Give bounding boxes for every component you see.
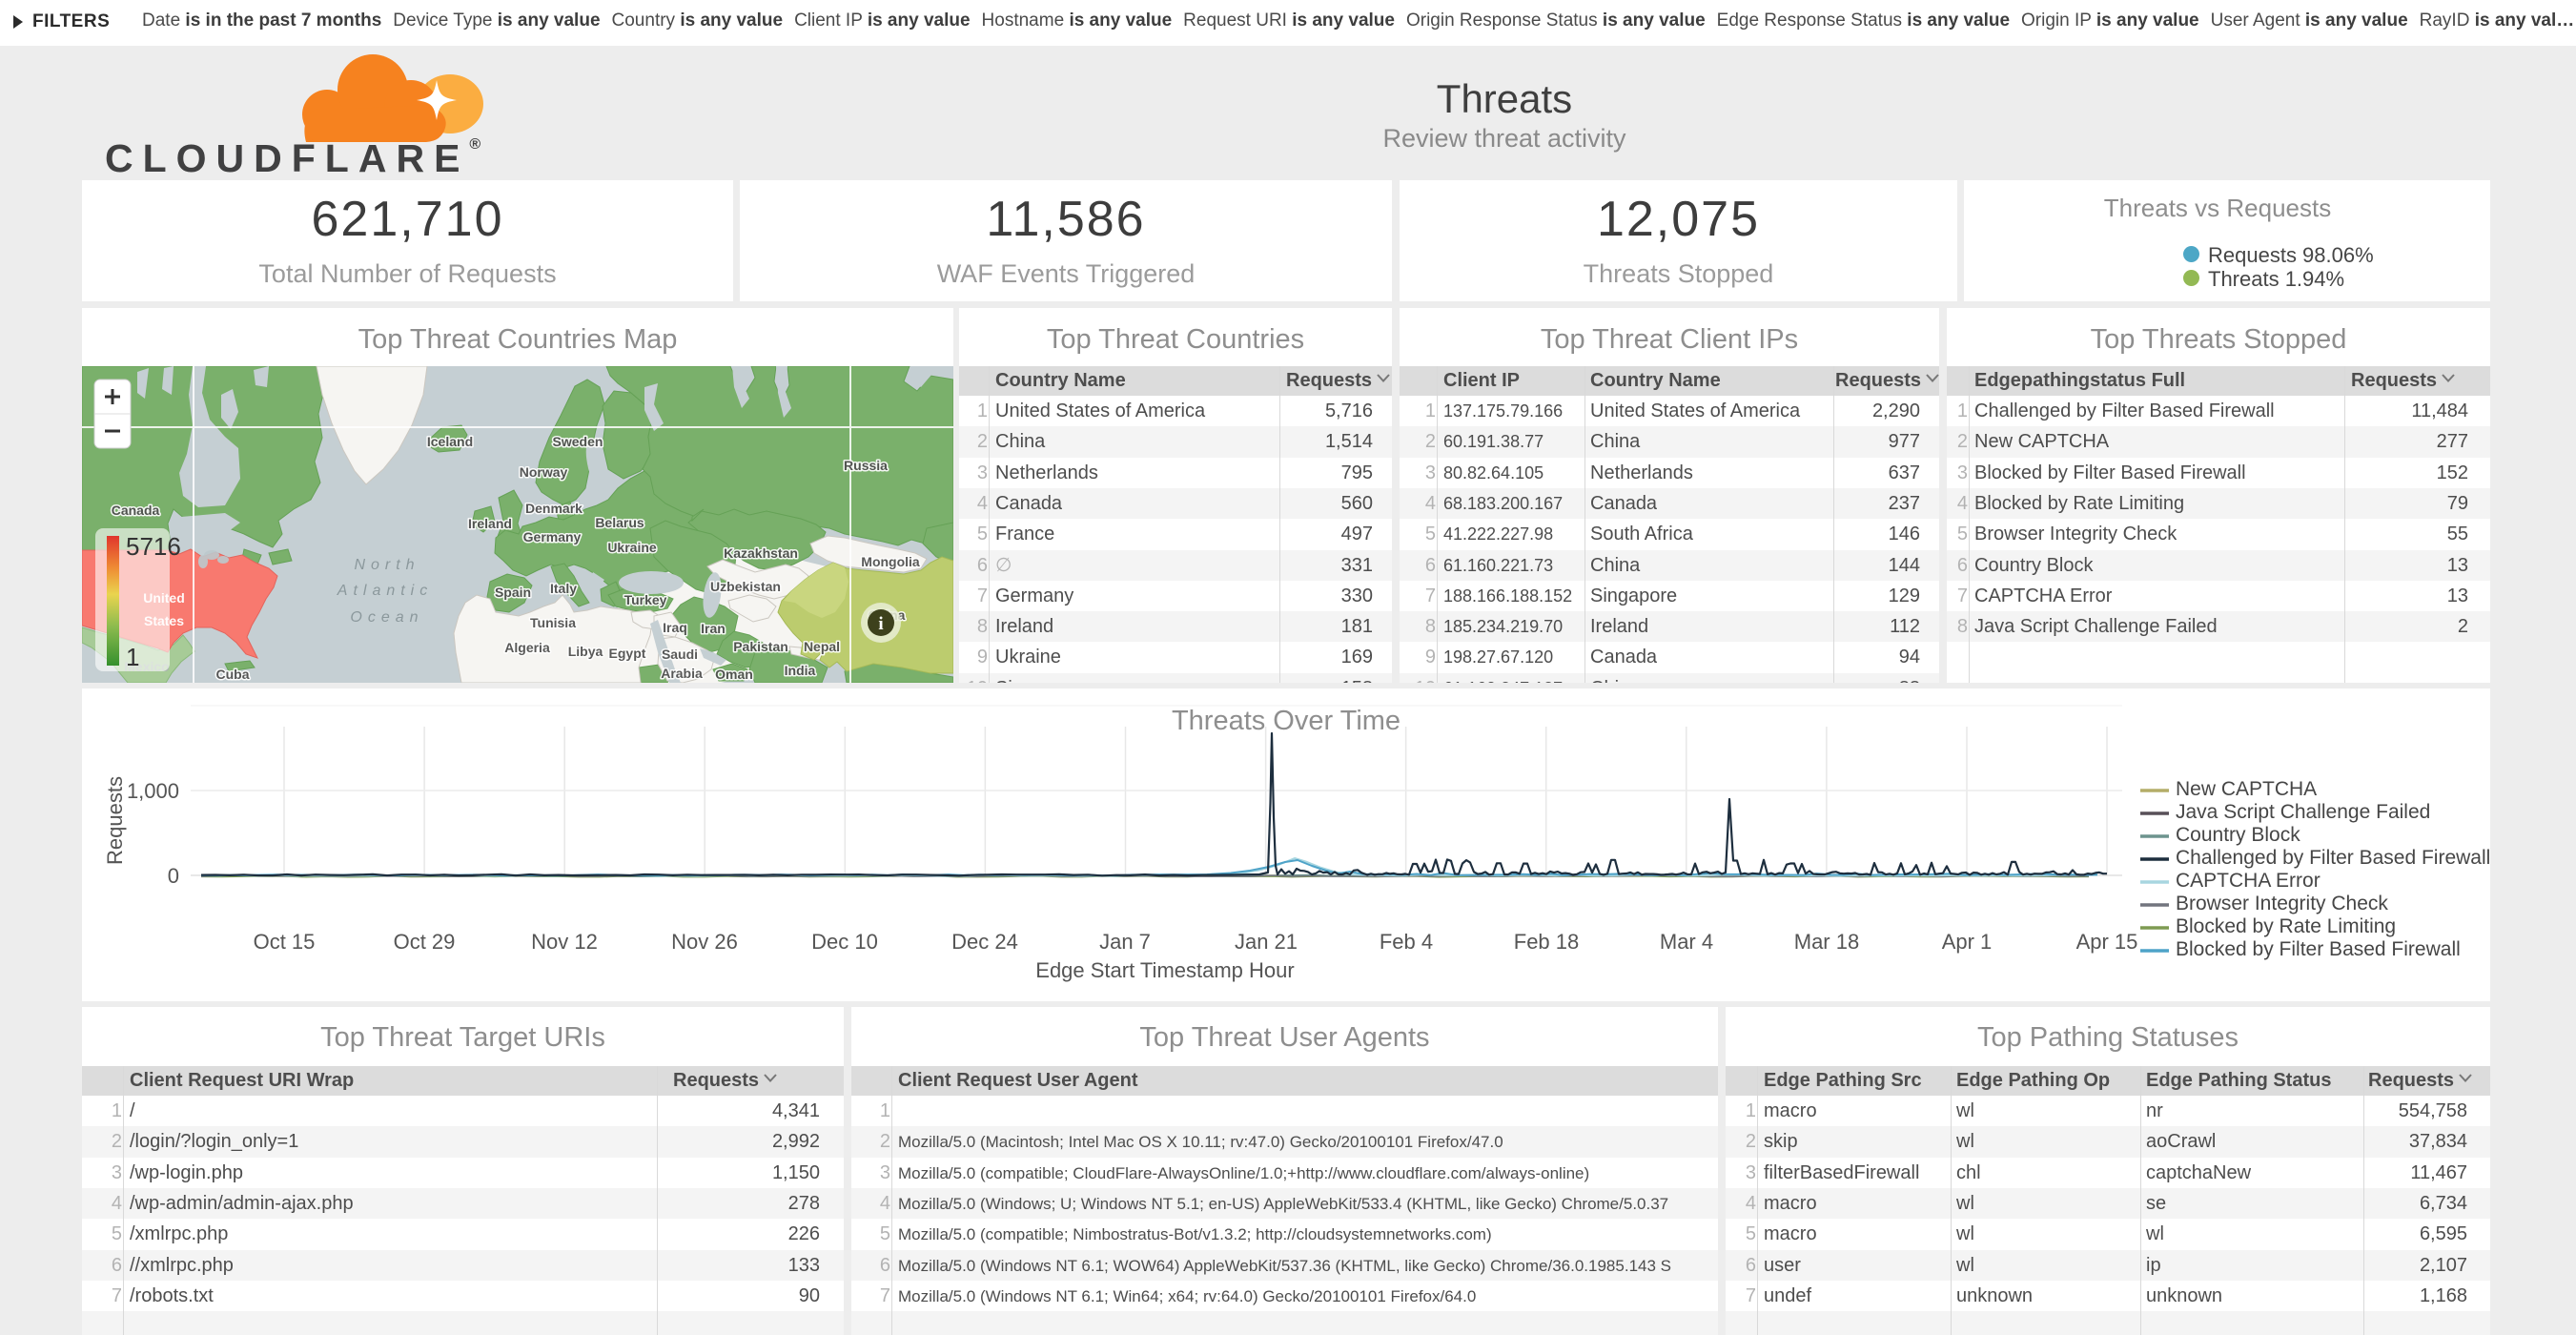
svg-text:Canada: Canada: [112, 503, 160, 518]
svg-text:Iran: Iran: [701, 621, 726, 636]
svg-text:Ocean: Ocean: [350, 609, 423, 626]
svg-text:Libya: Libya: [568, 644, 603, 659]
svg-text:Italy: Italy: [550, 581, 577, 596]
svg-text:Belarus: Belarus: [595, 515, 644, 530]
svg-text:Denmark: Denmark: [525, 501, 583, 516]
svg-text:Cuba: Cuba: [216, 667, 250, 682]
svg-text:Ukraine: Ukraine: [607, 540, 657, 555]
svg-text:India: India: [785, 663, 816, 678]
svg-text:Algeria: Algeria: [504, 640, 550, 655]
svg-text:Spain: Spain: [495, 585, 531, 600]
svg-text:Tunisia: Tunisia: [530, 615, 576, 630]
svg-text:Russia: Russia: [844, 458, 888, 473]
svg-text:Norway: Norway: [520, 464, 568, 480]
svg-text:1: 1: [126, 643, 139, 671]
svg-text:5716: 5716: [126, 532, 181, 561]
svg-text:Iceland: Iceland: [427, 434, 473, 449]
svg-text:North: North: [354, 557, 419, 573]
svg-text:Kazakhstan: Kazakhstan: [724, 545, 798, 561]
svg-text:Arabia: Arabia: [661, 666, 703, 681]
svg-text:Turkey: Turkey: [624, 592, 667, 607]
svg-text:Sweden: Sweden: [553, 434, 603, 449]
svg-text:Germany: Germany: [523, 529, 582, 544]
svg-text:i: i: [878, 614, 883, 634]
svg-text:Saudi: Saudi: [662, 647, 698, 662]
svg-text:Ireland: Ireland: [468, 516, 512, 531]
svg-text:Nepal: Nepal: [804, 639, 840, 654]
svg-text:Mongolia: Mongolia: [861, 554, 920, 569]
svg-text:Iraq: Iraq: [663, 620, 687, 635]
svg-text:Pakistan: Pakistan: [733, 639, 788, 654]
svg-text:Atlantic: Atlantic: [337, 583, 433, 599]
svg-text:Uzbekistan: Uzbekistan: [710, 579, 781, 594]
svg-text:Oman: Oman: [715, 667, 753, 682]
svg-text:Egypt: Egypt: [609, 646, 646, 661]
